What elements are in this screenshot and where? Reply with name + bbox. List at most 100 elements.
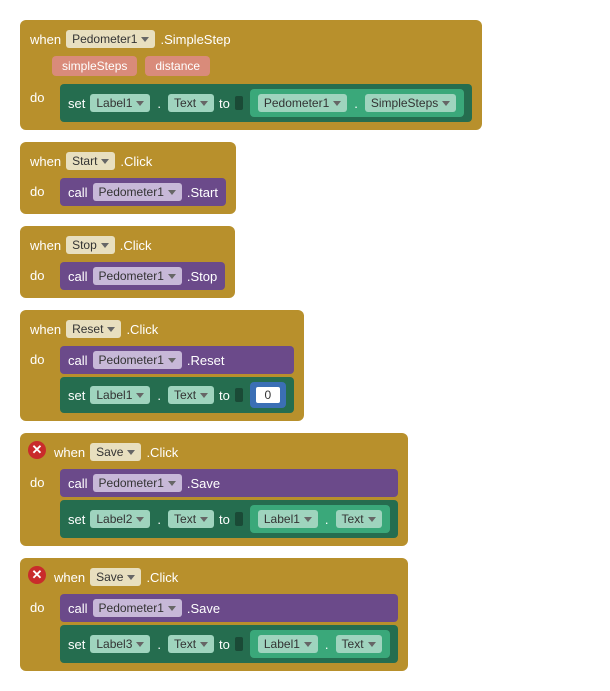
- dropdown[interactable]: Save: [90, 443, 141, 461]
- do-row: docallPedometer1.SavesetLabel3.TexttoLab…: [30, 592, 398, 665]
- event-name: .SimpleStep: [160, 32, 230, 47]
- event-header: whenSave.Click: [30, 564, 398, 592]
- set-block[interactable]: set Label1. Textto Pedometer1. SimpleSteps: [60, 84, 472, 122]
- dropdown[interactable]: SimpleSteps: [365, 94, 456, 112]
- error-badge[interactable]: ✕: [28, 441, 46, 459]
- keyword-set: set: [68, 388, 85, 403]
- keyword-call: call: [68, 476, 88, 491]
- do-row: docallPedometer1.ResetsetLabel1.Textto0: [30, 344, 294, 415]
- method-label: .Save: [187, 601, 220, 616]
- dropdown[interactable]: Label1: [258, 635, 318, 653]
- method-label: .Stop: [187, 269, 217, 284]
- dropdown[interactable]: Save: [90, 568, 141, 586]
- keyword-do: do: [30, 346, 50, 367]
- get-block[interactable]: Label1.Text: [250, 630, 390, 658]
- method-label: .Reset: [187, 353, 225, 368]
- keyword-to: to: [219, 512, 230, 527]
- get-block[interactable]: Label1. Text: [250, 505, 390, 533]
- dropdown[interactable]: Pedometer1: [93, 474, 182, 492]
- dropdown[interactable]: Label2: [90, 510, 150, 528]
- call-block[interactable]: call Pedometer1 .Save: [60, 469, 398, 497]
- do-row: docallPedometer1.Stop: [30, 260, 225, 292]
- event-header: when Save .Click: [30, 439, 398, 467]
- get-block[interactable]: Pedometer1. SimpleSteps: [250, 89, 464, 117]
- param-pill[interactable]: simpleSteps: [52, 56, 137, 76]
- dropdown[interactable]: Text: [168, 635, 214, 653]
- event-block[interactable]: whenStart.ClickdocallPedometer1.Start: [20, 142, 236, 214]
- dot: .: [352, 96, 360, 111]
- event-block[interactable]: ✕whenSave.ClickdocallPedometer1.SavesetL…: [20, 558, 408, 671]
- dropdown[interactable]: Pedometer1: [93, 599, 182, 617]
- event-header: whenStop.Click: [30, 232, 225, 260]
- event-header: whenStart.Click: [30, 148, 226, 176]
- do-row: docallPedometer1.SavesetLabel2.TexttoLab…: [30, 467, 398, 540]
- body-stack: callPedometer1.SavesetLabel2.TexttoLabel…: [60, 469, 398, 538]
- dropdown[interactable]: Stop: [66, 236, 115, 254]
- method-label: .Save: [187, 476, 220, 491]
- dropdown[interactable]: Pedometer1: [93, 267, 182, 285]
- call-block[interactable]: callPedometer1.Start: [60, 178, 226, 206]
- keyword-call: call: [68, 185, 88, 200]
- set-block[interactable]: setLabel3.TexttoLabel1.Text: [60, 625, 398, 663]
- event-block[interactable]: when Pedometer1 .SimpleStep simpleSteps dist…: [20, 20, 482, 130]
- do-row: dosetLabel1.TexttoPedometer1.SimpleSteps: [30, 82, 472, 124]
- call-block[interactable]: call Pedometer1 .Stop: [60, 262, 225, 290]
- event-block[interactable]: whenReset.ClickdocallPedometer1.Resetset…: [20, 310, 304, 421]
- set-block[interactable]: setLabel2.TexttoLabel1.Text: [60, 500, 398, 538]
- socket: [235, 96, 243, 110]
- dropdown[interactable]: Text: [168, 386, 214, 404]
- param-pill[interactable]: distance: [145, 56, 210, 76]
- keyword-to: to: [219, 96, 230, 111]
- keyword-do: do: [30, 594, 50, 615]
- event-header: whenReset.Click: [30, 316, 294, 344]
- dropdown[interactable]: Text: [168, 94, 214, 112]
- param-row: simpleSteps distance: [30, 54, 472, 82]
- body-stack: call Pedometer1 .Stop: [60, 262, 225, 290]
- keyword-do: do: [30, 178, 50, 199]
- call-block[interactable]: call Pedometer1 .Reset: [60, 346, 294, 374]
- body-stack: callPedometer1.SavesetLabel3.TexttoLabel…: [60, 594, 398, 663]
- keyword-when: when: [30, 32, 61, 47]
- keyword-when: when: [30, 238, 61, 253]
- keyword-do: do: [30, 469, 50, 490]
- dropdown[interactable]: Label1: [90, 94, 150, 112]
- body-stack: set Label1. Textto Pedometer1. SimpleSteps: [60, 84, 472, 122]
- dropdown[interactable]: Text: [168, 510, 214, 528]
- event-header: when Pedometer1 .SimpleStep: [30, 26, 472, 54]
- keyword-call: call: [68, 269, 88, 284]
- keyword-set: set: [68, 512, 85, 527]
- keyword-when: when: [54, 445, 85, 460]
- event-name: .Click: [146, 445, 178, 460]
- blocks-workspace: when Pedometer1 .SimpleStep simpleSteps dist…: [20, 20, 590, 671]
- keyword-to: to: [219, 388, 230, 403]
- dropdown[interactable]: Start: [66, 152, 115, 170]
- dropdown[interactable]: Reset: [66, 320, 121, 338]
- dropdown[interactable]: Pedometer1: [93, 351, 182, 369]
- event-name: .Click: [126, 322, 158, 337]
- dropdown[interactable]: Label3: [90, 635, 150, 653]
- call-block[interactable]: call Pedometer1 .Save: [60, 594, 398, 622]
- dot: .: [155, 512, 163, 527]
- keyword-call: call: [68, 601, 88, 616]
- dropdown[interactable]: Text: [336, 635, 382, 653]
- number-block[interactable]: 0: [250, 382, 286, 408]
- socket: [235, 388, 243, 402]
- do-row: docallPedometer1.Start: [30, 176, 226, 208]
- keyword-set: set: [68, 637, 85, 652]
- dropdown[interactable]: Label1: [90, 386, 150, 404]
- socket: [235, 637, 243, 651]
- event-block[interactable]: ✕ when Save .Click do call Pedometer1 .Save set L…: [20, 433, 408, 546]
- dropdown[interactable]: Pedometer1: [93, 183, 182, 201]
- dropdown[interactable]: Label1: [258, 510, 318, 528]
- dot: .: [155, 637, 163, 652]
- body-stack: callPedometer1.ResetsetLabel1.Textto0: [60, 346, 294, 413]
- event-block[interactable]: whenStop.ClickdocallPedometer1.Stop: [20, 226, 235, 298]
- keyword-call: call: [68, 353, 88, 368]
- error-badge[interactable]: ✕: [28, 566, 46, 584]
- keyword-set: set: [68, 96, 85, 111]
- dropdown[interactable]: Pedometer1: [258, 94, 347, 112]
- dropdown[interactable]: Pedometer1: [66, 30, 155, 48]
- dropdown[interactable]: Text: [336, 510, 382, 528]
- dot: .: [323, 512, 331, 527]
- set-block[interactable]: setLabel1.Textto0: [60, 377, 294, 413]
